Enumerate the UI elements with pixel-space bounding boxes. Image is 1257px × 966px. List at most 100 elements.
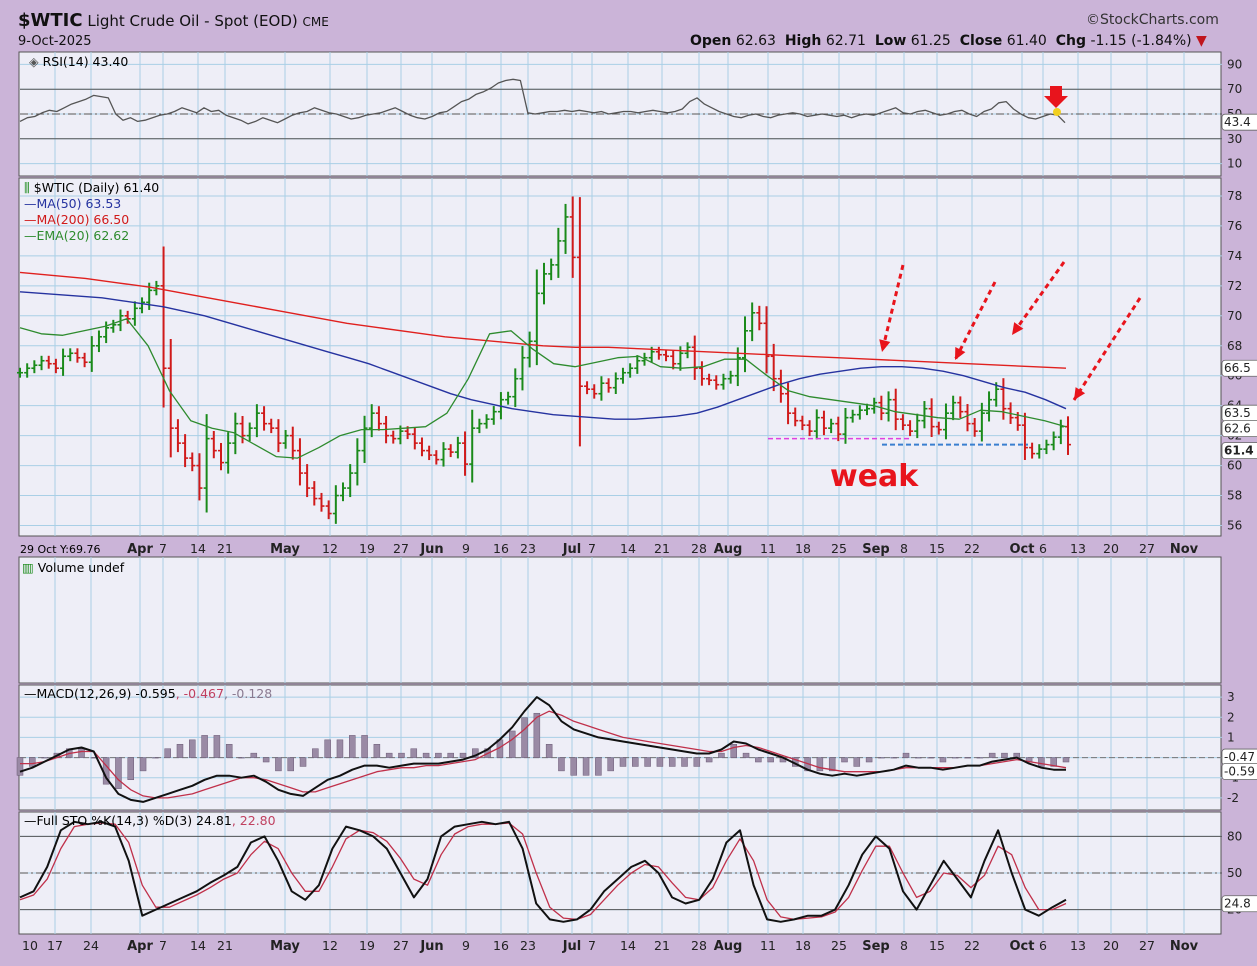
y-tick-label: -2 xyxy=(1227,791,1239,805)
macd-histogram-bar xyxy=(189,739,196,758)
macd-histogram-bar xyxy=(582,757,590,776)
value-tag-text: 43.4 xyxy=(1224,115,1251,129)
x-tick-label: 9 xyxy=(462,938,470,953)
x-tick-label: 27 xyxy=(1139,938,1155,953)
y-tick-label: 70 xyxy=(1227,82,1242,96)
instrument-name: Light Crude Oil - Spot (EOD) xyxy=(87,12,298,30)
macd-histogram-bar xyxy=(619,757,627,767)
x-tick-label: Aug xyxy=(714,542,743,557)
ema20-legend: —EMA(20) 62.62 xyxy=(24,228,129,243)
x-tick-label: 14 xyxy=(190,938,206,953)
macd-histogram-bar xyxy=(250,752,258,758)
chart-header: $WTIC Light Crude Oil - Spot (EOD) CME xyxy=(18,10,329,31)
rsi-arrow-stem xyxy=(1050,86,1062,96)
macd-histogram-bar xyxy=(853,757,861,767)
x-tick-label: 13 xyxy=(1070,541,1086,556)
macd-histogram-bar xyxy=(890,757,897,759)
macd-histogram-bar xyxy=(988,752,996,758)
value-tag-text: 63.5 xyxy=(1224,406,1251,420)
x-tick-label: May xyxy=(270,542,300,557)
macd-legend: —MACD(12,26,9) -0.595, -0.467, -0.128 xyxy=(24,686,272,701)
macd-histogram-bar xyxy=(459,752,467,758)
x-tick-label: Jun xyxy=(419,939,443,954)
macd-histogram-bar xyxy=(127,757,135,781)
y-tick-label: 30 xyxy=(1227,132,1242,146)
macd-histogram-bar xyxy=(1062,757,1070,763)
x-tick-label: Sep xyxy=(862,939,890,954)
macd-histogram-bar xyxy=(816,757,824,772)
y-tick-label: 1 xyxy=(1227,730,1235,744)
macd-histogram-bar xyxy=(558,757,565,772)
y-tick-label: 68 xyxy=(1227,339,1242,353)
macd-histogram-bar xyxy=(951,757,959,759)
macd-histogram-bar xyxy=(595,757,602,776)
x-tick-label: 12 xyxy=(322,541,338,556)
x-tick-label: Jul xyxy=(562,542,582,557)
macd-histogram-bar xyxy=(681,757,688,767)
x-tick-label: 6 xyxy=(1039,938,1047,953)
x-tick-label: 21 xyxy=(217,938,233,953)
x-tick-label: 13 xyxy=(1070,938,1086,953)
x-tick-label: 8 xyxy=(900,541,908,556)
value-tag xyxy=(1221,113,1257,131)
value-tag-text: 24.8 xyxy=(1224,897,1251,911)
macd-histogram-bar xyxy=(644,757,651,767)
weak-annotation: weak xyxy=(830,459,919,494)
rsi-legend: ◈ RSI(14) 43.40 xyxy=(29,54,128,69)
macd-histogram-bar xyxy=(299,757,307,767)
y-tick-label: 70 xyxy=(1227,309,1242,323)
y-tick-label: 72 xyxy=(1227,279,1242,293)
macd-histogram-bar xyxy=(287,757,294,772)
x-tick-label: Jul xyxy=(562,939,582,954)
macd-histogram-bar xyxy=(927,757,934,759)
ma50-legend: —MA(50) 63.53 xyxy=(24,196,121,211)
y-tick-label: 76 xyxy=(1227,219,1242,233)
macd-histogram-bar xyxy=(152,757,159,759)
x-tick-label: 21 xyxy=(654,541,670,556)
macd-histogram-bar xyxy=(225,744,233,758)
x-tick-label: 16 xyxy=(493,541,509,556)
x-tick-label: 24 xyxy=(83,938,99,953)
x-tick-label: 25 xyxy=(831,541,847,556)
macd-histogram-bar xyxy=(730,744,737,758)
x-tick-label: 18 xyxy=(795,541,811,556)
value-tag xyxy=(1221,763,1257,780)
value-tag xyxy=(1221,895,1257,913)
macd-histogram-bar xyxy=(447,752,454,758)
x-tick-label: 20 xyxy=(1103,541,1119,556)
macd-histogram-bar xyxy=(349,735,356,758)
macd-histogram-bar xyxy=(828,757,836,772)
x-tick-label: Apr xyxy=(127,939,153,954)
ma200-line xyxy=(19,271,1067,369)
macd-histogram-bar xyxy=(373,744,381,758)
x-tick-label: 16 xyxy=(493,938,509,953)
macd-histogram-bar xyxy=(841,757,848,763)
y-tick-label: 80 xyxy=(1227,829,1242,843)
value-tag-text: 61.4 xyxy=(1224,444,1254,458)
macd-histogram-bar xyxy=(361,735,368,758)
x-tick-label: Apr xyxy=(127,542,153,557)
macd-histogram-bar xyxy=(939,757,947,763)
value-tag-text: -0.47 xyxy=(1224,750,1255,764)
macd-histogram-bar xyxy=(385,752,393,758)
x-tick-label: 14 xyxy=(620,541,636,556)
rsi-down-arrow-icon xyxy=(1044,96,1068,108)
macd-histogram-bar xyxy=(262,757,270,763)
x-tick-label: 28 xyxy=(691,541,707,556)
x-tick-label: 17 xyxy=(47,938,63,953)
macd-histogram-bar xyxy=(656,757,664,767)
x-tick-label: 7 xyxy=(588,541,596,556)
volume-icon: ▥ xyxy=(22,560,34,575)
x-tick-label: 28 xyxy=(691,938,707,953)
x-tick-label: May xyxy=(270,939,300,954)
x-tick-label: Sep xyxy=(862,542,890,557)
x-tick-label: 7 xyxy=(588,938,596,953)
x-tick-label: 9 xyxy=(462,541,470,556)
x-tick-label: 11 xyxy=(760,938,776,953)
close-value: 61.40 xyxy=(1006,33,1047,49)
macd-histogram-bar xyxy=(508,730,516,758)
value-tag-text: 62.6 xyxy=(1224,422,1251,436)
y-tick-label: 2 xyxy=(1227,710,1235,724)
x-tick-label: 11 xyxy=(760,541,776,556)
macd-histogram-bar xyxy=(164,748,171,758)
